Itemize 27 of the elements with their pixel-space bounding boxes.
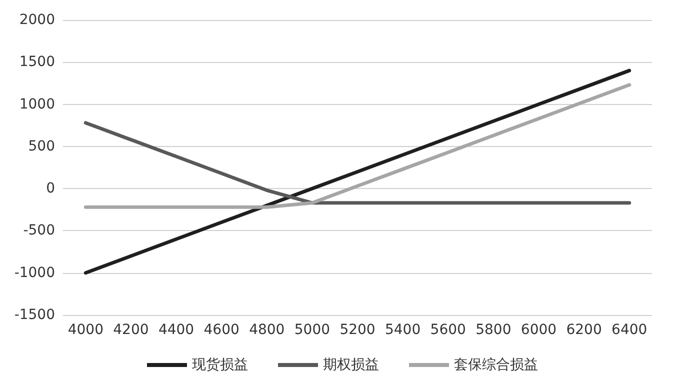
x-tick-label: 5200 bbox=[340, 322, 376, 338]
y-tick-label: -1000 bbox=[14, 264, 55, 281]
legend-label: 现货损益 bbox=[192, 357, 248, 373]
y-tick-label: -500 bbox=[23, 222, 55, 239]
x-tick-label: 5800 bbox=[476, 322, 512, 338]
x-tick-label: 5400 bbox=[384, 322, 421, 338]
x-tick-label: 5600 bbox=[430, 322, 466, 338]
line-series bbox=[84, 68, 632, 275]
x-tick-label: 4600 bbox=[204, 322, 240, 338]
y-tick-label: 1000 bbox=[19, 96, 55, 112]
x-tick-label: 6000 bbox=[520, 322, 557, 338]
legend-label: 期权损益 bbox=[323, 357, 379, 373]
x-tick-label: 4000 bbox=[68, 322, 104, 338]
line-series bbox=[84, 83, 632, 209]
x-tick-label: 4400 bbox=[158, 322, 194, 338]
x-tick-label: 4800 bbox=[249, 322, 285, 338]
x-tick-label: 6200 bbox=[566, 322, 602, 338]
line-series bbox=[84, 121, 632, 205]
x-tick-label: 5000 bbox=[294, 322, 330, 338]
y-tick-label: 2000 bbox=[19, 12, 55, 28]
y-tick-label: 0 bbox=[46, 180, 55, 197]
y-tick-label: 1500 bbox=[19, 54, 55, 70]
y-tick-label: 500 bbox=[28, 138, 55, 154]
x-tick-label: 4200 bbox=[113, 322, 149, 338]
y-tick-label: -1500 bbox=[14, 307, 55, 323]
x-tick-label: 6400 bbox=[612, 322, 648, 338]
legend-label: 套保综合损益 bbox=[454, 357, 538, 373]
